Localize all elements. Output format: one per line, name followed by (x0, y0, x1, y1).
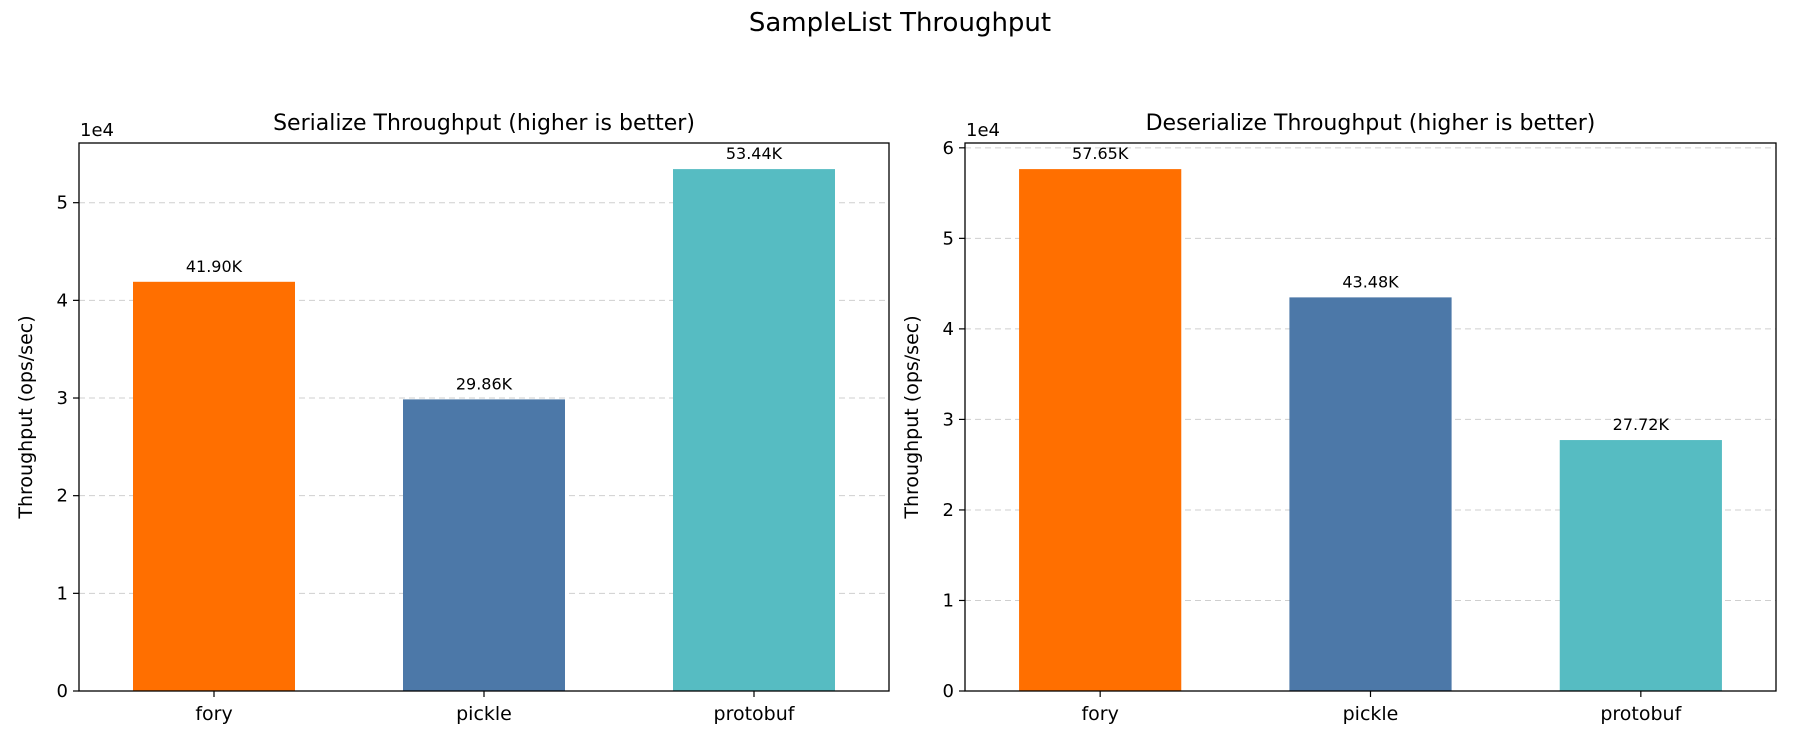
y-tick-label: 5 (57, 193, 68, 214)
chart-title: Deserialize Throughput (higher is better… (1146, 111, 1596, 136)
y-tick-label: 1 (943, 590, 954, 611)
data-label-protobuf: 27.72K (1613, 415, 1670, 434)
chart-title: Serialize Throughput (higher is better) (273, 111, 695, 136)
data-label-fory: 57.65K (1072, 144, 1129, 163)
deserialize-throughput-chart: 57.65K fory 43.48K pickle 27.72K protobuf 0 1 2 3… (901, 111, 1777, 725)
y-axis-label: Throughput (ops/sec) (15, 315, 37, 519)
bar-protobuf (673, 169, 835, 692)
data-label-pickle: 29.86K (456, 374, 513, 393)
data-label-protobuf: 53.44K (726, 144, 783, 163)
bar-protobuf (1559, 440, 1722, 691)
y-scale-label: 1e4 (966, 120, 1000, 141)
bar-fory (1019, 169, 1182, 691)
y-tick-label: 0 (57, 681, 68, 702)
y-scale-label: 1e4 (80, 120, 114, 141)
plot-frame (78, 142, 890, 692)
x-tick-label-fory: fory (1081, 703, 1118, 725)
data-label-pickle: 43.48K (1342, 272, 1399, 291)
y-tick-label: 3 (57, 388, 68, 409)
x-tick-label-protobuf: protobuf (1600, 703, 1682, 725)
y-tick-label: 1 (57, 583, 68, 604)
x-tick-label-pickle: pickle (456, 703, 512, 725)
y-tick-label: 3 (943, 409, 954, 430)
figure-title: SampleList Throughput (748, 8, 1052, 38)
y-tick-label: 0 (943, 681, 954, 702)
x-tick-label-pickle: pickle (1343, 703, 1399, 725)
y-tick-label: 2 (57, 486, 68, 507)
y-axis-label: Throughput (ops/sec) (901, 315, 923, 519)
data-label-fory: 41.90K (186, 257, 243, 276)
y-tick-label: 2 (943, 500, 954, 521)
x-tick-label-fory: fory (195, 703, 232, 725)
x-tick-label-protobuf: protobuf (714, 703, 796, 725)
bar-fory (133, 281, 295, 691)
y-tick-label: 5 (943, 228, 954, 249)
plot-frame (964, 142, 1777, 692)
bar-pickle (1289, 297, 1452, 691)
bar-pickle (403, 399, 565, 691)
y-tick-label: 6 (943, 138, 954, 159)
y-tick-label: 4 (943, 319, 954, 340)
serialize-throughput-chart: 41.90K fory 29.86K pickle 53.44K protobuf 0 1 2 3… (15, 111, 890, 725)
y-tick-label: 4 (57, 290, 68, 311)
